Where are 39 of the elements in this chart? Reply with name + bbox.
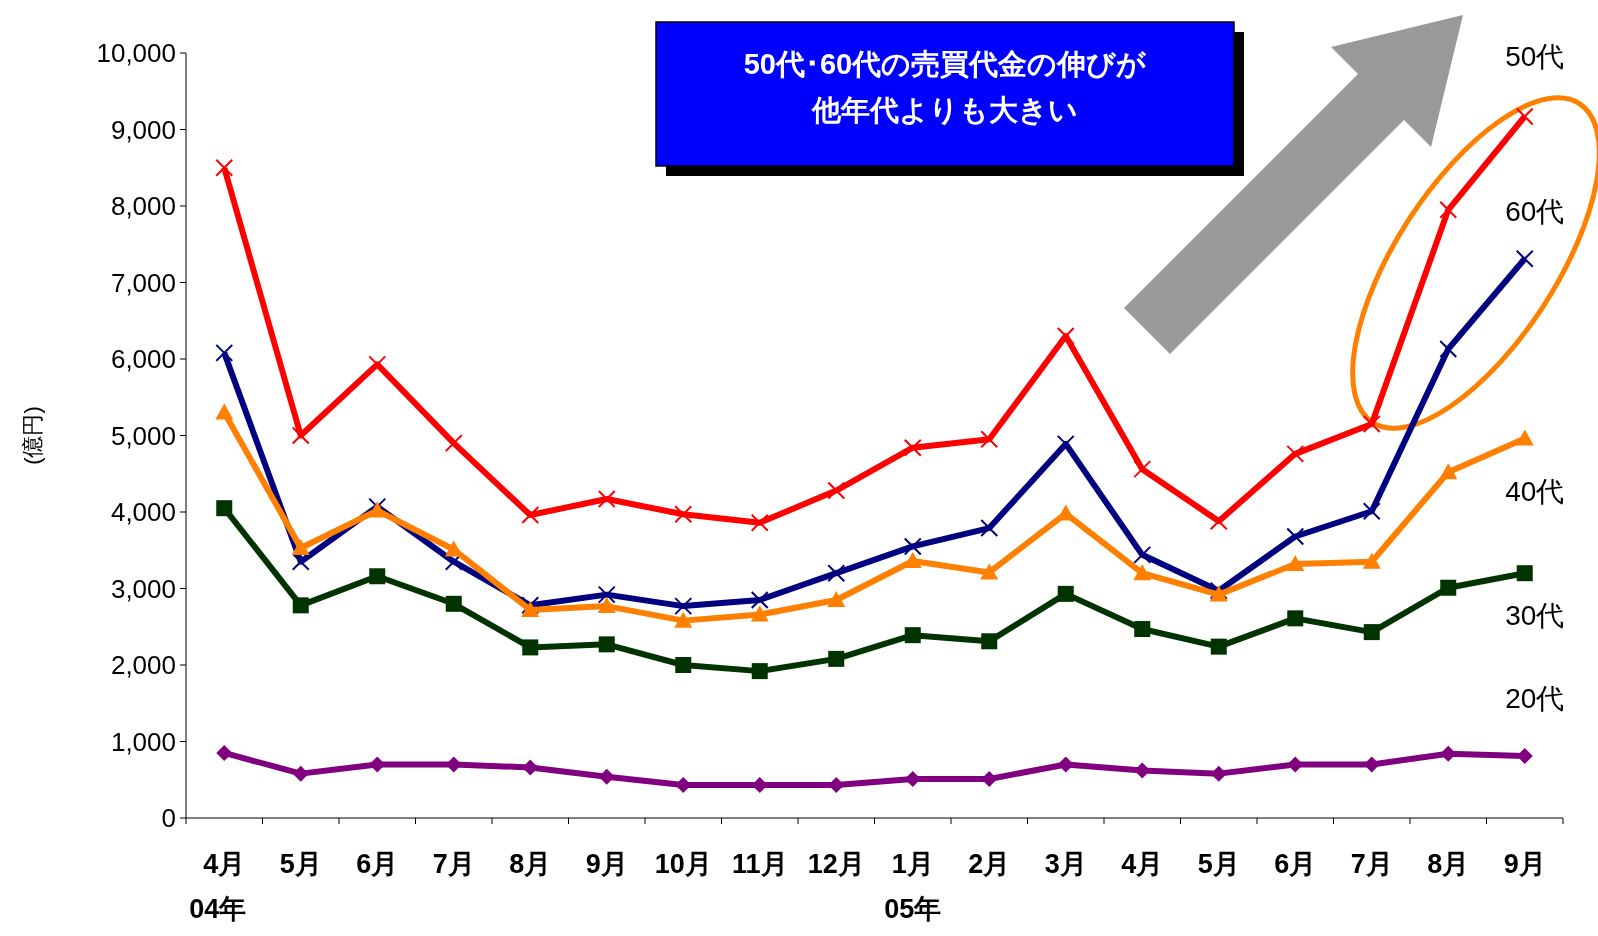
annotation: 他年代よりも大きい	[811, 94, 1078, 126]
y-tick-label: 1,000	[110, 726, 176, 757]
y-tick-label: 8,000	[110, 191, 176, 222]
y-tick-label: 7,000	[110, 267, 176, 298]
annotation: 50代･60代の売買代金の伸びが	[743, 48, 1148, 80]
y-tick-label: 6,000	[110, 344, 176, 375]
series-label: 60代	[1505, 195, 1565, 227]
x-tick-label: 9月	[1503, 849, 1546, 879]
y-tick-label: 4,000	[110, 497, 176, 528]
x-tick-label: 8月	[1427, 849, 1470, 879]
x-tick-label: 11月	[731, 849, 788, 879]
x-tick-label: 9月	[585, 849, 628, 879]
x-tick-label: 6月	[356, 849, 399, 879]
x-tick-label: 2月	[968, 849, 1011, 879]
text: 04年	[189, 894, 247, 924]
y-tick-label: 2,000	[110, 650, 176, 681]
y-axis-title: (億円)	[20, 406, 45, 465]
y-tick-label: 5,000	[110, 420, 176, 451]
y-tick-label: 10,000	[96, 38, 176, 69]
x-tick-label: 1月	[891, 849, 934, 879]
x-tick-label: 4月	[1121, 849, 1164, 879]
series-label: 20代	[1505, 683, 1565, 715]
y-tick-label: 3,000	[110, 573, 176, 604]
x-tick-label: 7月	[432, 849, 475, 879]
x-tick-label: 6月	[1274, 849, 1317, 879]
y-tick-label: 9,000	[110, 114, 176, 145]
series-label: 50代	[1505, 41, 1565, 73]
series-label: 30代	[1505, 600, 1565, 632]
x-tick-label: 7月	[1350, 849, 1393, 879]
text: 05年	[884, 894, 942, 924]
x-tick-label: 3月	[1044, 849, 1087, 879]
x-tick-label: 12月	[807, 849, 865, 879]
x-tick-label: 4月	[203, 849, 246, 879]
x-tick-label: 5月	[1197, 849, 1240, 879]
x-tick-label: 8月	[509, 849, 552, 879]
y-tick-label: 0	[161, 803, 176, 834]
series-label: 40代	[1505, 475, 1565, 507]
x-tick-label: 5月	[279, 849, 322, 879]
x-tick-label: 10月	[654, 849, 712, 879]
